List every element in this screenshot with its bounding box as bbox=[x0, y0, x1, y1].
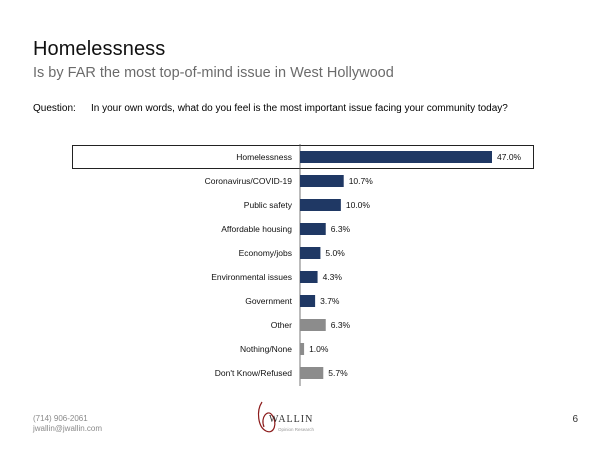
category-label-public-safety: Public safety bbox=[244, 200, 293, 210]
bar-government bbox=[300, 295, 316, 307]
value-label-environmental-issues: 4.3% bbox=[323, 272, 343, 282]
value-label-government: 3.7% bbox=[320, 296, 340, 306]
bar-other bbox=[300, 319, 326, 331]
bar-affordable-housing bbox=[300, 223, 326, 235]
value-label-don-t-know-refused: 5.7% bbox=[328, 368, 348, 378]
bar-public-safety bbox=[300, 199, 341, 211]
category-label-homelessness: Homelessness bbox=[236, 152, 292, 162]
logo-text: WALLIN bbox=[269, 414, 314, 425]
wallin-logo: WALLIN Opinion Research bbox=[248, 397, 348, 447]
category-label-coronavirus-covid-19: Coronavirus/COVID-19 bbox=[205, 176, 293, 186]
category-label-nothing-none: Nothing/None bbox=[240, 344, 292, 354]
footer-phone: (714) 906-2061 bbox=[33, 414, 88, 423]
value-label-public-safety: 10.0% bbox=[346, 200, 371, 210]
category-label-environmental-issues: Environmental issues bbox=[211, 272, 292, 282]
footer-email: jwallin@jwallin.com bbox=[33, 424, 103, 433]
value-label-coronavirus-covid-19: 10.7% bbox=[349, 176, 374, 186]
bar-don-t-know-refused bbox=[300, 367, 324, 379]
value-label-nothing-none: 1.0% bbox=[309, 344, 329, 354]
bar-environmental-issues bbox=[300, 271, 318, 283]
category-label-other: Other bbox=[271, 320, 292, 330]
category-label-don-t-know-refused: Don't Know/Refused bbox=[215, 368, 292, 378]
value-label-other: 6.3% bbox=[331, 320, 351, 330]
category-label-government: Government bbox=[245, 296, 292, 306]
value-label-homelessness: 47.0% bbox=[497, 152, 522, 162]
category-label-economy-jobs: Economy/jobs bbox=[239, 248, 292, 258]
slide-subtitle: Is by FAR the most top-of-mind issue in … bbox=[33, 65, 394, 81]
slide-title: Homelessness bbox=[33, 38, 166, 60]
question-label: Question: bbox=[33, 103, 76, 114]
question-text: In your own words, what do you feel is t… bbox=[91, 103, 508, 114]
value-label-affordable-housing: 6.3% bbox=[331, 224, 351, 234]
value-label-economy-jobs: 5.0% bbox=[325, 248, 345, 258]
bar-coronavirus-covid-19 bbox=[300, 175, 344, 187]
bar-homelessness bbox=[300, 151, 492, 163]
category-label-affordable-housing: Affordable housing bbox=[221, 224, 292, 234]
bar-nothing-none bbox=[300, 343, 305, 355]
highlight-box bbox=[72, 145, 534, 169]
page-number: 6 bbox=[572, 414, 578, 425]
logo-swirl-icon bbox=[257, 401, 276, 433]
logo-subtext: Opinion Research bbox=[278, 427, 315, 432]
bar-economy-jobs bbox=[300, 247, 321, 259]
